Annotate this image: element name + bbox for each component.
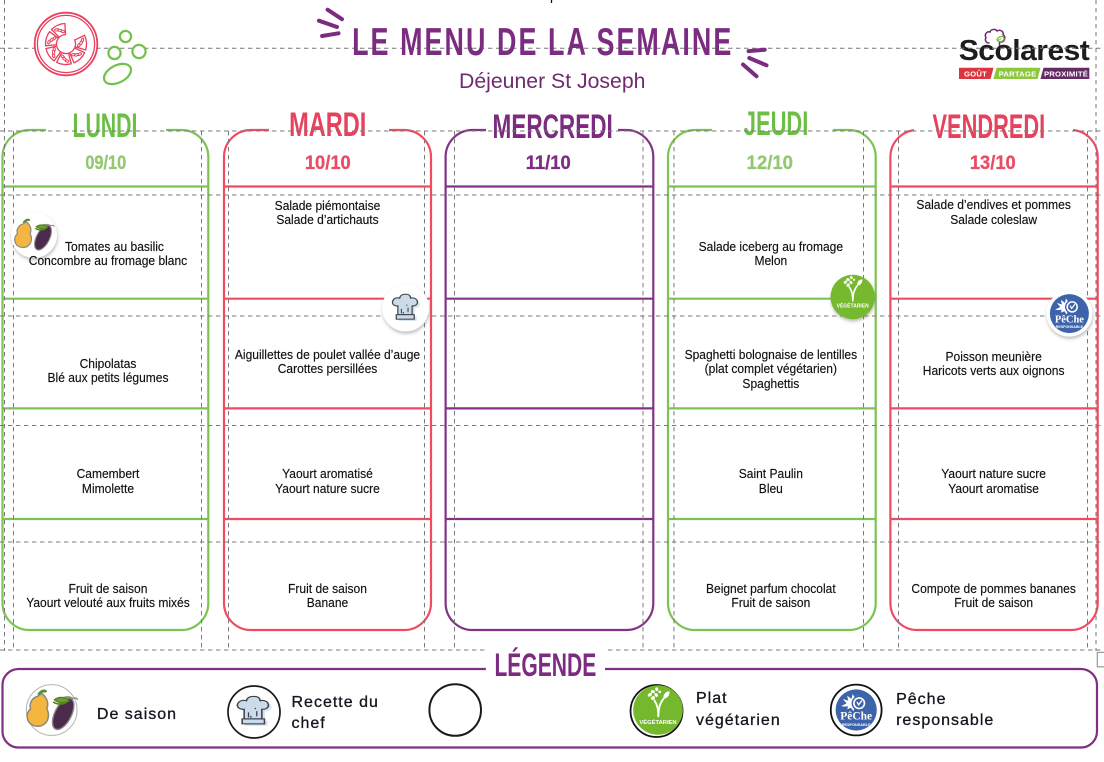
svg-text:PêChe: PêChe: [840, 711, 872, 723]
svg-text:PARTAGE: PARTAGE: [999, 69, 1037, 78]
svg-text:PROXIMITÉ: PROXIMITÉ: [1044, 69, 1088, 78]
svg-text:RESPONSABLE: RESPONSABLE: [1056, 325, 1084, 329]
svg-text:PêChe: PêChe: [1055, 315, 1084, 326]
svg-text:VÉGÉTARIEN: VÉGÉTARIEN: [639, 718, 676, 726]
svg-text:RESPONSABLE: RESPONSABLE: [842, 723, 871, 727]
svg-text:VÉGÉTARIEN: VÉGÉTARIEN: [837, 302, 870, 310]
svg-text:GOÛT: GOÛT: [964, 69, 987, 78]
